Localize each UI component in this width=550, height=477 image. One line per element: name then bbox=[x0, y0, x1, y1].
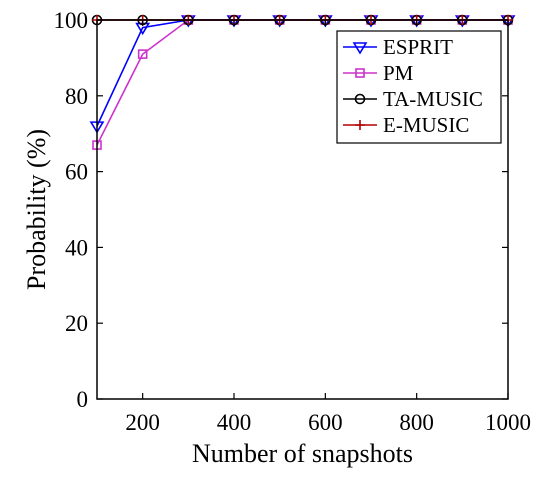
y-axis-label: Probability (%) bbox=[22, 129, 51, 290]
legend-marker bbox=[355, 120, 365, 130]
x-tick-label: 200 bbox=[125, 410, 160, 435]
legend-item-ta-music: TA-MUSIC bbox=[343, 87, 483, 111]
legend-item-pm: PM bbox=[343, 61, 414, 85]
plot-frame bbox=[96, 19, 509, 400]
legend-item-esprit: ESPRIT bbox=[343, 35, 453, 59]
legend-label: PM bbox=[383, 61, 414, 85]
y-tick-label: 20 bbox=[65, 311, 88, 336]
y-tick-label: 40 bbox=[65, 235, 88, 260]
legend-marker bbox=[355, 68, 365, 78]
x-tick-label: 800 bbox=[399, 410, 434, 435]
x-axis-label: Number of snapshots bbox=[192, 439, 413, 468]
legend-label: ESPRIT bbox=[383, 35, 453, 59]
y-tick-label: 80 bbox=[65, 84, 88, 109]
x-tick-label: 400 bbox=[217, 410, 252, 435]
legend-marker bbox=[352, 42, 368, 55]
legend-label: E-MUSIC bbox=[383, 113, 469, 137]
x-tick-label: 600 bbox=[308, 410, 343, 435]
legend-label: TA-MUSIC bbox=[383, 87, 483, 111]
x-tick-label: 1000 bbox=[485, 410, 531, 435]
legend-item-e-music: E-MUSIC bbox=[343, 113, 469, 137]
data-point-pm bbox=[137, 49, 148, 59]
y-tick-label: 60 bbox=[65, 160, 88, 185]
y-tick-label: 0 bbox=[77, 387, 89, 412]
axis-ticks: 200 400 600 800 1000 0 20 40 60 80 100 bbox=[54, 8, 532, 435]
legend-marker bbox=[354, 93, 366, 105]
y-tick-label: 100 bbox=[54, 8, 89, 33]
